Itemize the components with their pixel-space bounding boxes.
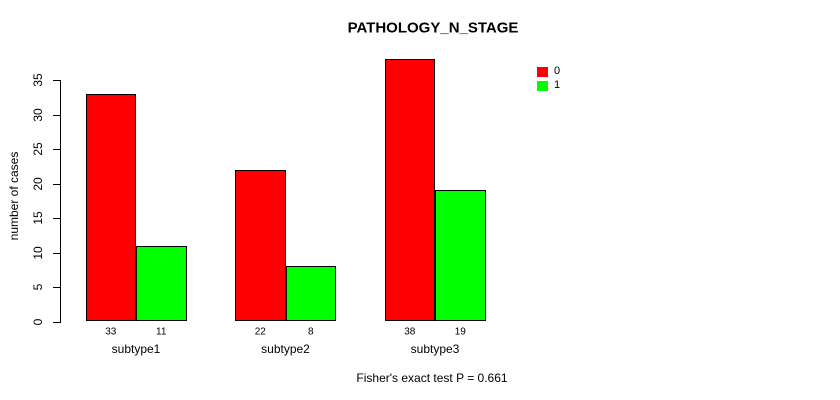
bar-subtype3-series-0 <box>384 59 435 322</box>
x-category-label: subtype3 <box>410 341 460 356</box>
chart-title: PATHOLOGY_N_STAGE <box>347 19 519 37</box>
y-axis-tick <box>53 218 60 219</box>
y-axis-tick-label: 25 <box>31 142 45 156</box>
legend-label-0: 0 <box>554 65 561 77</box>
y-axis-tick <box>53 287 60 288</box>
footnote: Fisher's exact test P = 0.661 <box>356 371 508 385</box>
bar-subtype1-series-1 <box>136 245 187 322</box>
y-axis-tick-label: 30 <box>31 107 45 122</box>
legend-swatch-red <box>537 66 548 77</box>
bar-subtype2-series-1 <box>285 266 336 322</box>
y-axis-tick <box>53 183 60 185</box>
bar-value-label: 33 <box>105 326 117 337</box>
bar-value-label: 38 <box>404 326 416 337</box>
y-axis-title: number of cases <box>7 151 21 241</box>
legend-label-1: 1 <box>554 79 561 91</box>
legend-swatch-green <box>537 80 548 91</box>
bar-value-label: 11 <box>156 326 167 337</box>
y-axis-tick <box>53 80 60 81</box>
x-category-label: subtype1 <box>111 341 161 356</box>
y-axis-tick-label: 15 <box>31 211 45 225</box>
bar-subtype3-series-1 <box>435 190 486 322</box>
x-category-label: subtype2 <box>261 341 310 356</box>
legend-entry-1: 1 <box>537 80 560 91</box>
bar-subtype1-series-0 <box>85 93 136 322</box>
legend-entry-0: 0 <box>537 66 560 77</box>
y-axis-tick-label: 5 <box>31 283 45 291</box>
bar-subtype2-series-0 <box>235 169 286 322</box>
y-axis-tick <box>53 321 60 323</box>
y-axis-tick-label: 35 <box>31 73 45 87</box>
y-axis-tick-label: 10 <box>31 245 45 260</box>
bar-value-label: 19 <box>454 326 466 337</box>
legend: 0 1 <box>537 66 560 94</box>
y-axis-tick-label: 0 <box>31 318 45 325</box>
y-axis-tick <box>53 149 60 150</box>
y-axis-tick <box>53 252 60 254</box>
y-axis-tick <box>53 114 60 116</box>
bar-value-label: 22 <box>254 326 266 337</box>
y-axis-line <box>60 80 61 323</box>
bar-value-label: 8 <box>307 326 314 337</box>
y-axis-tick-label: 20 <box>31 176 45 191</box>
